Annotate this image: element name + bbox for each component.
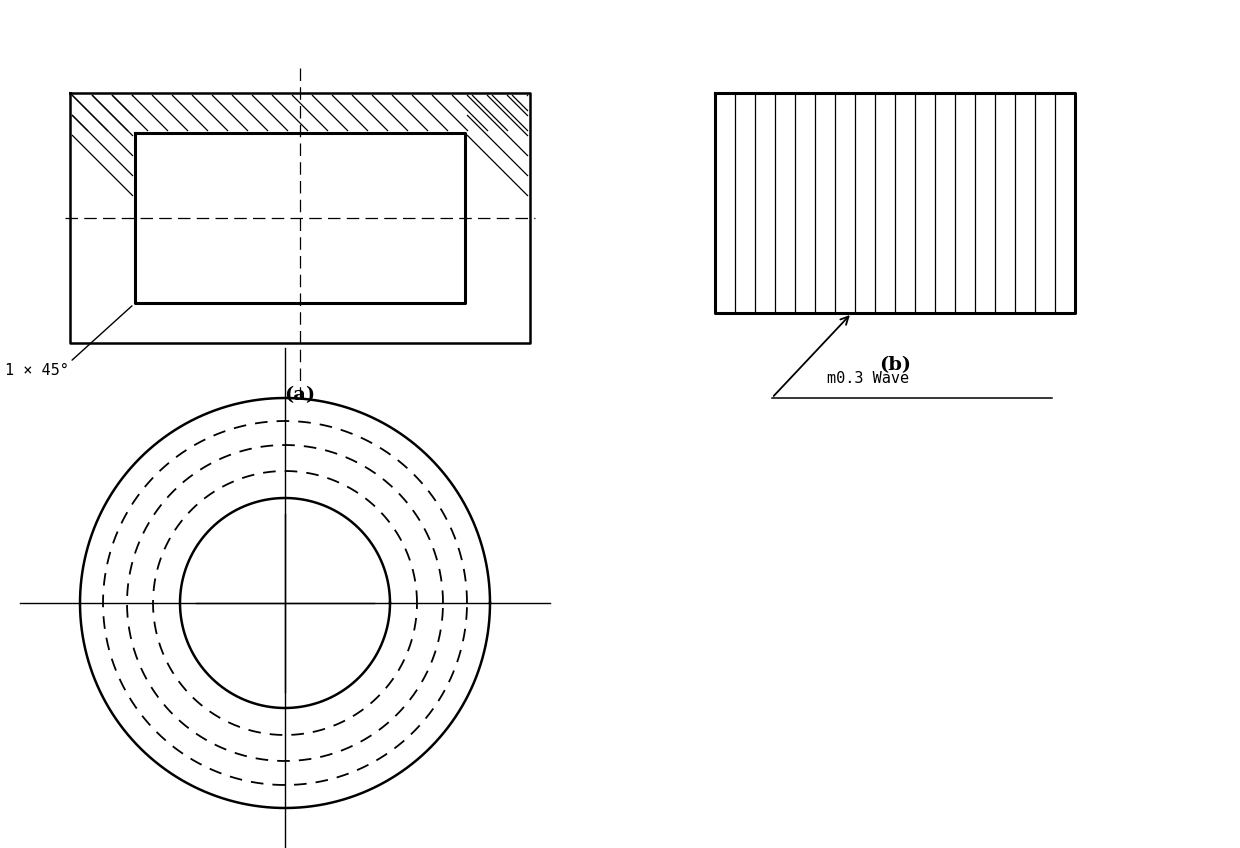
Text: 1 × 45°: 1 × 45°	[5, 362, 69, 377]
Text: (a): (a)	[284, 386, 315, 404]
Text: (b): (b)	[879, 356, 911, 374]
Text: m0.3 Wave: m0.3 Wave	[827, 371, 909, 386]
